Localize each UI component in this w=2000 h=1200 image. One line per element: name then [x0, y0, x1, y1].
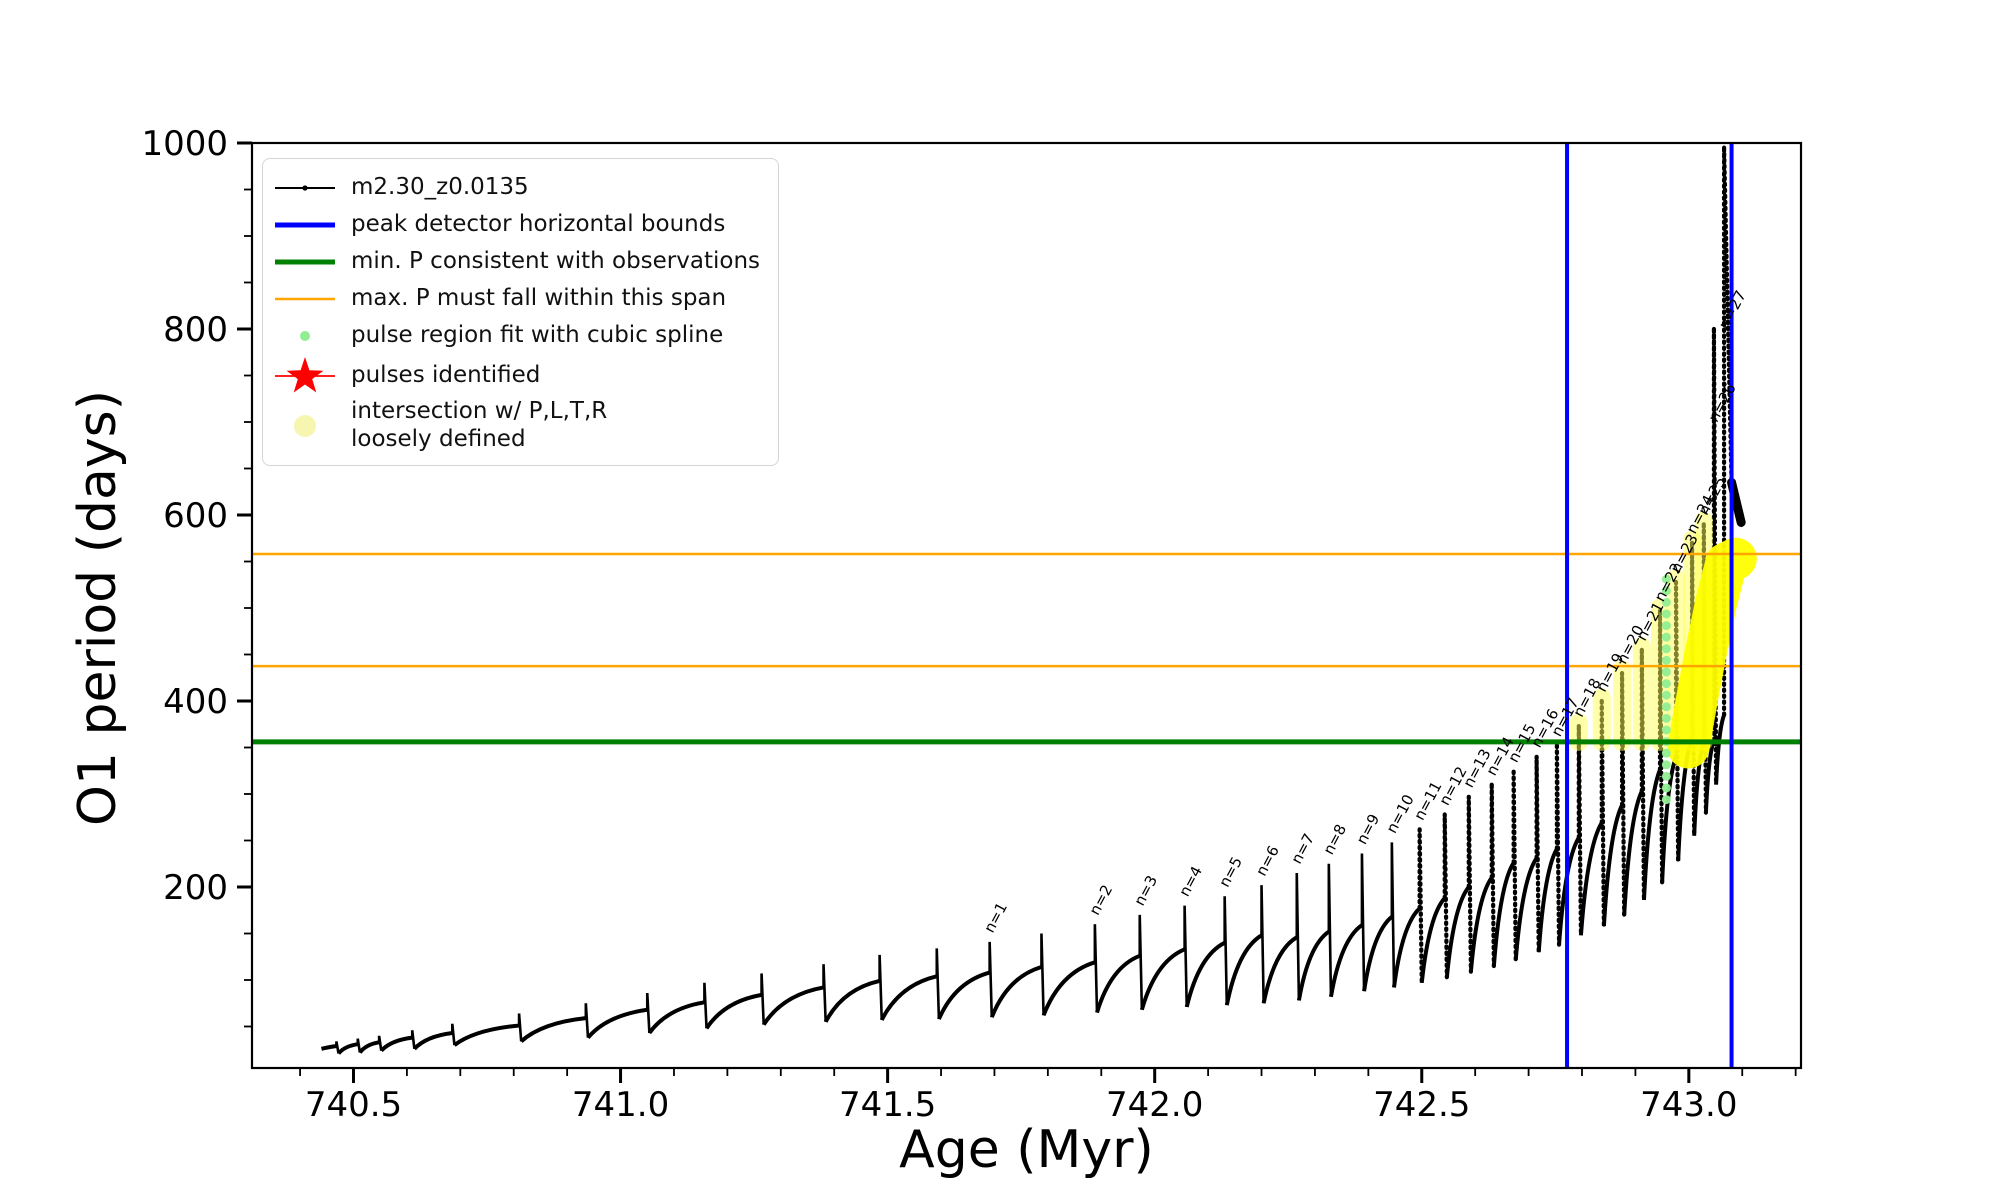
pulse-number-label: n=6	[1252, 843, 1283, 879]
legend-label: pulse region fit with cubic spline	[351, 321, 724, 348]
orange-line-icon	[273, 293, 337, 305]
x-tick-label: 742.0	[1106, 1085, 1203, 1125]
legend-label: max. P must fall within this span	[351, 284, 727, 311]
y-tick-label: 1000	[141, 124, 228, 164]
pulse-number-label: n=27	[1715, 287, 1750, 332]
x-tick-label: 741.0	[572, 1085, 669, 1125]
x-tick-label: 741.5	[839, 1085, 936, 1125]
pulse-number-label: n=5	[1215, 854, 1246, 890]
spline-fit-dot	[1661, 632, 1671, 642]
spline-fit-dot	[1661, 655, 1671, 665]
legend-entry-peak-bounds: peak detector horizontal bounds	[273, 206, 760, 243]
pulse-number-label: n=4	[1175, 863, 1206, 899]
blue-line-icon	[273, 219, 337, 231]
data-region	[320, 145, 1757, 1055]
spline-fit-dot	[1661, 597, 1671, 607]
legend-label: m2.30_z0.0135	[351, 173, 529, 200]
pulse-number-label: n=2	[1086, 882, 1117, 918]
legend-entry-spline: pulse region fit with cubic spline	[273, 317, 760, 354]
pulse-number-label: n=1	[980, 899, 1011, 935]
y-tick-label: 400	[163, 682, 228, 722]
spline-fit-dot	[1661, 574, 1671, 584]
spline-fit-dot	[1661, 748, 1671, 758]
spline-fit-dot	[1661, 679, 1671, 689]
axis-tick-labels: 740.5 741.0 741.5 742.0 742.5 743.0 200 400 600 8…	[141, 124, 1737, 1125]
pulse-number-label: n=3	[1130, 872, 1161, 908]
legend-entry-series: m2.30_z0.0135	[273, 169, 760, 206]
legend-label: peak detector horizontal bounds	[351, 210, 726, 237]
green-dot-icon	[273, 328, 337, 344]
x-tick-label: 742.5	[1373, 1085, 1470, 1125]
pulse-number-label: n=7	[1287, 831, 1318, 867]
legend: m2.30_z0.0135 peak detector horizontal b…	[262, 158, 780, 467]
spline-fit-dot	[1661, 795, 1671, 805]
axis-ticks	[237, 141, 1797, 1083]
x-tick-label: 740.5	[305, 1085, 402, 1125]
legend-entry-max-p: max. P must fall within this span	[273, 280, 760, 317]
spline-fit-dot	[1661, 621, 1671, 631]
series-line-dot-icon	[273, 182, 337, 194]
spline-fit-dot	[1661, 783, 1671, 793]
legend-label: intersection w/ P,L,T,R loosely defined	[351, 398, 608, 452]
spline-fit-dot	[1661, 667, 1671, 677]
y-tick-label: 800	[163, 310, 228, 350]
legend-entry-pulses: pulses identified	[273, 354, 760, 398]
y-axis-label: O1 period (days)	[68, 389, 128, 827]
spline-fit-dot	[1661, 713, 1671, 723]
red-star-icon	[273, 354, 337, 398]
spline-fit-dot	[1661, 690, 1671, 700]
intersection-blob	[1667, 537, 1757, 769]
legend-entry-intersection: intersection w/ P,L,T,R loosely defined	[273, 398, 760, 453]
spline-fit-dot	[1661, 771, 1671, 781]
spline-fit-dot	[1661, 609, 1671, 619]
pulse-number-label: n=8	[1319, 821, 1350, 857]
spline-fit-dot	[1661, 760, 1671, 770]
spline-fit-dot	[1661, 644, 1671, 654]
series-curve-spikes	[335, 842, 1396, 1054]
legend-label: min. P consistent with observations	[351, 247, 761, 274]
y-tick-label: 200	[163, 868, 228, 908]
spline-fit-dot	[1661, 586, 1671, 596]
spline-fit-dot	[1661, 702, 1671, 712]
pulse-number-label: n=26	[1705, 380, 1740, 425]
spline-fit-dot	[1661, 725, 1671, 735]
pale-yellow-dot-icon	[273, 411, 337, 441]
plot-border	[250, 141, 1803, 1070]
green-line-icon	[273, 256, 337, 268]
y-tick-label: 600	[163, 496, 228, 536]
legend-label: pulses identified	[351, 362, 541, 389]
x-axis-label: Age (Myr)	[899, 1120, 1154, 1180]
x-tick-label: 743.0	[1640, 1085, 1737, 1125]
legend-entry-min-p: min. P consistent with observations	[273, 243, 760, 280]
pulse-number-label: n=9	[1353, 811, 1384, 847]
